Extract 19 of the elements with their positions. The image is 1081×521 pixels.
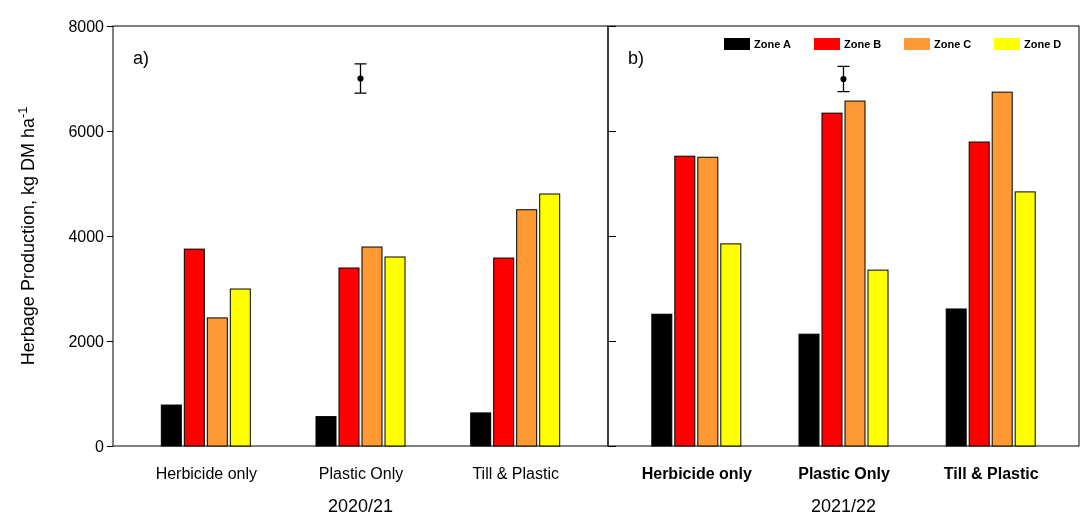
x-axis-title: 2021/22 xyxy=(810,496,877,516)
y-tick-label: 6000 xyxy=(68,122,105,140)
legend-label: Zone C xyxy=(934,38,972,50)
y-tick-label: 0 xyxy=(95,437,105,455)
legend-label: Zone D xyxy=(1024,38,1062,50)
y-tick-label: 4000 xyxy=(68,227,105,245)
x-tick-label: Herbicide only xyxy=(155,465,258,483)
x-tick-label: Till & Plastic xyxy=(943,465,1039,483)
y-tick-label: 8000 xyxy=(68,17,105,35)
legend-label: Zone B xyxy=(844,38,882,50)
x-tick-label: Herbicide only xyxy=(641,465,753,483)
x-tick-label: Till & Plastic xyxy=(472,465,559,483)
text: a) xyxy=(133,48,150,68)
x-tick-label: Plastic Only xyxy=(798,465,890,483)
legend-label: Zone A xyxy=(754,38,791,50)
x-tick-label: Plastic Only xyxy=(318,465,404,483)
text: b) xyxy=(628,48,645,68)
x-axis-title: 2020/21 xyxy=(327,496,394,516)
y-tick-label: 2000 xyxy=(68,332,105,350)
